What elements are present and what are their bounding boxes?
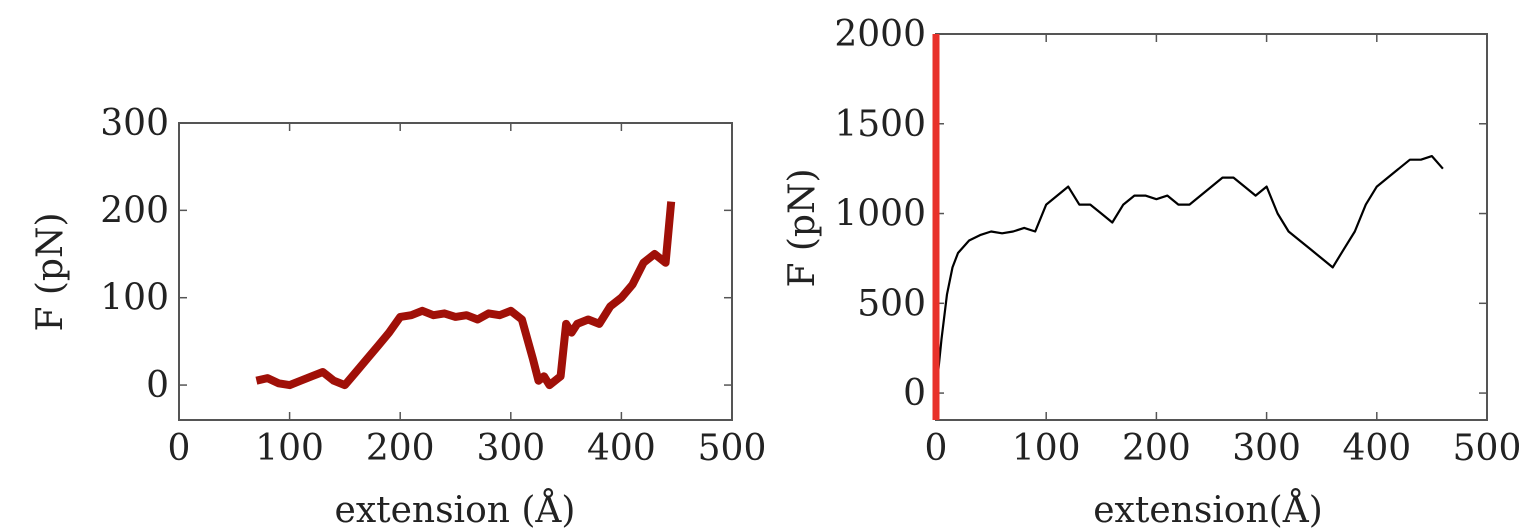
x-tick-label: 300 [1232, 428, 1301, 469]
series-lines-right [932, 34, 1444, 420]
x-tick-label: 200 [366, 428, 435, 469]
x-tick-label: 400 [1342, 428, 1411, 469]
x-tick-label: 100 [1012, 428, 1081, 469]
y-tick-label: 500 [857, 283, 926, 324]
y-tick-label: 1500 [834, 104, 926, 145]
x-tick-labels-left: 0 100 200 300 400 500 [168, 428, 767, 469]
x-tick-label: 0 [925, 428, 948, 469]
tick-marks-left [178, 122, 733, 420]
y-tick-label: 100 [100, 278, 169, 319]
x-tick-label: 200 [1122, 428, 1191, 469]
tick-marks-right [935, 33, 1488, 420]
x-tick-label: 100 [255, 428, 324, 469]
x-tick-label: 300 [476, 428, 545, 469]
x-tick-label: 0 [168, 428, 191, 469]
chart-left: 0 100 200 300 400 500 0 100 200 300 extension (Å… [30, 103, 766, 531]
y-tick-label: 2000 [834, 14, 926, 55]
y-tick-label: 300 [100, 103, 169, 144]
y-tick-labels-left: 0 100 200 300 [100, 103, 169, 406]
y-tick-label: 200 [100, 190, 169, 231]
y-tick-label: 0 [903, 373, 926, 414]
x-tick-label: 500 [698, 428, 767, 469]
series-line-0 [934, 155, 1444, 394]
series-lines-left [255, 201, 676, 390]
chart-right: 0 100 200 300 400 500 0 500 1000 1500 2000 extens… [782, 14, 1521, 531]
plot-frame-right [935, 33, 1488, 421]
x-tick-labels-right: 0 100 200 300 400 500 [925, 428, 1522, 469]
series-line-0 [255, 201, 676, 390]
x-tick-label: 500 [1453, 428, 1522, 469]
y-tick-labels-right: 0 500 1000 1500 2000 [834, 14, 926, 414]
x-axis-label-left: extension (Å) [335, 489, 576, 531]
y-tick-label: 1000 [834, 194, 926, 235]
x-tick-label: 400 [587, 428, 656, 469]
y-tick-label: 0 [146, 365, 169, 406]
plot-frame-left [178, 122, 733, 421]
y-axis-label-left: F (pN) [30, 212, 71, 331]
y-axis-label-right: F (pN) [782, 168, 823, 287]
x-axis-label-right: extension(Å) [1093, 489, 1323, 531]
